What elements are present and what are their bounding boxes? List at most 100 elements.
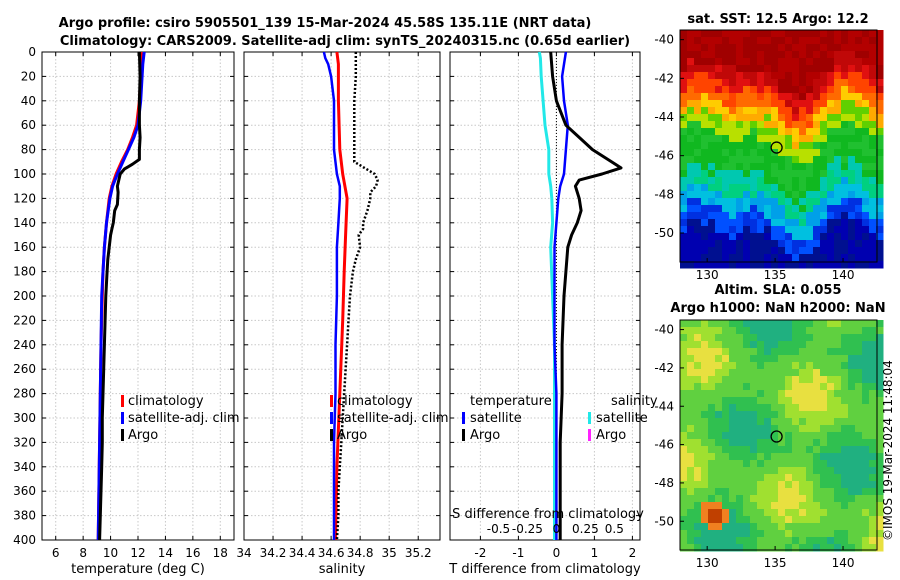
map-cell — [701, 474, 709, 482]
map-cell — [848, 453, 856, 461]
map-cell — [764, 334, 772, 342]
map-cell — [841, 495, 849, 503]
map-cell — [876, 488, 884, 496]
map-cell — [848, 149, 856, 157]
map-cell — [876, 523, 884, 531]
map-cell — [806, 93, 814, 101]
map-cell — [764, 100, 772, 108]
map-cell — [757, 488, 765, 496]
map-cell — [827, 320, 835, 328]
map-cell — [722, 254, 730, 262]
map-cell — [680, 156, 688, 164]
map-cell — [694, 418, 702, 426]
map-cell — [736, 376, 744, 384]
map-cell — [785, 537, 793, 545]
map-cell — [694, 544, 702, 552]
map-cell — [799, 320, 807, 328]
map-cell — [715, 411, 723, 419]
map-cell — [813, 418, 821, 426]
map-cell — [785, 425, 793, 433]
map-cell — [876, 397, 884, 405]
map-cell — [869, 334, 877, 342]
map-cell — [715, 58, 723, 66]
map-cell — [708, 212, 716, 220]
map-cell — [876, 135, 884, 143]
map-cell — [687, 37, 695, 45]
map-cell — [827, 163, 835, 171]
map-cell — [862, 261, 870, 269]
map-cell — [743, 233, 751, 241]
map-cell — [792, 128, 800, 136]
map-cell — [869, 100, 877, 108]
map-cell — [687, 51, 695, 59]
map-cell — [841, 544, 849, 552]
map-cell — [834, 425, 842, 433]
map-cell — [820, 247, 828, 255]
map-cell — [792, 334, 800, 342]
map-cell — [722, 198, 730, 206]
map-cell — [778, 467, 786, 475]
map-cell — [799, 502, 807, 510]
map-cell — [764, 79, 772, 87]
map-cell — [820, 460, 828, 468]
map-cell — [708, 135, 716, 143]
map-cell — [764, 481, 772, 489]
map-cell — [848, 481, 856, 489]
map-cell — [862, 72, 870, 80]
map-cell — [729, 128, 737, 136]
map-cell — [743, 481, 751, 489]
map-cell — [841, 530, 849, 538]
map-cell — [820, 177, 828, 185]
map-cell — [876, 460, 884, 468]
map-cell — [687, 100, 695, 108]
map-cell — [785, 65, 793, 73]
map-cell — [799, 163, 807, 171]
map-cell — [701, 341, 709, 349]
map-cell — [701, 537, 709, 545]
map-cell — [757, 198, 765, 206]
map-cell — [862, 135, 870, 143]
map-cell — [715, 523, 723, 531]
map-cell — [813, 86, 821, 94]
map-cell — [722, 107, 730, 115]
map-cell — [827, 149, 835, 157]
map-cell — [820, 334, 828, 342]
map-cell — [680, 240, 688, 248]
map-cell — [701, 362, 709, 370]
depth-tick-label: 380 — [13, 509, 36, 523]
map-cell — [855, 425, 863, 433]
map-cell — [680, 233, 688, 241]
map-cell — [722, 100, 730, 108]
map-cell — [785, 233, 793, 241]
map-cell — [862, 348, 870, 356]
map-cell — [764, 418, 772, 426]
map-cell — [708, 523, 716, 531]
map-cell — [834, 163, 842, 171]
map-cell — [708, 537, 716, 545]
map-y-tick-label: -42 — [654, 361, 674, 375]
map-cell — [764, 460, 772, 468]
map-cell — [771, 432, 779, 440]
depth-tick-label: 0 — [28, 45, 36, 59]
map-cell — [743, 369, 751, 377]
s-tick-label: 0.5 — [605, 522, 624, 536]
map-cell — [694, 205, 702, 213]
map-cell — [834, 184, 842, 192]
map-cell — [743, 30, 751, 38]
map-cell — [813, 327, 821, 335]
map-cell — [855, 100, 863, 108]
map-cell — [862, 30, 870, 38]
map-cell — [785, 509, 793, 517]
map-cell — [792, 425, 800, 433]
map-cell — [764, 86, 772, 94]
map-cell — [701, 65, 709, 73]
map-cell — [764, 261, 772, 269]
map-cell — [729, 205, 737, 213]
map-cell — [680, 418, 688, 426]
map-raster — [680, 30, 884, 269]
map-cell — [687, 121, 695, 129]
map-cell — [694, 474, 702, 482]
map-cell — [722, 460, 730, 468]
map-cell — [813, 170, 821, 178]
map-cell — [708, 530, 716, 538]
